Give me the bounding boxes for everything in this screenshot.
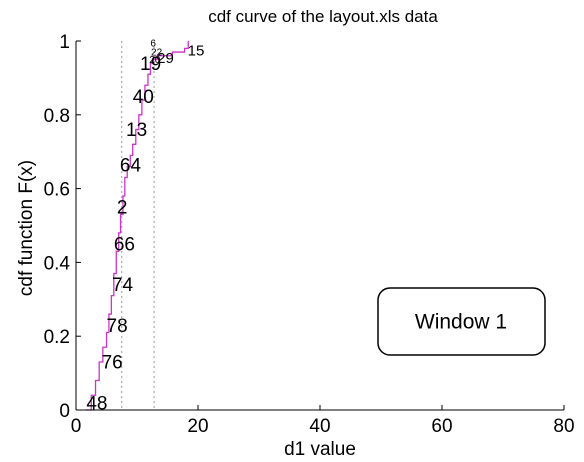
point-label: 78: [107, 316, 128, 337]
reference-lines: [121, 41, 155, 410]
x-axis-label: d1 value: [284, 439, 356, 460]
point-label: 2: [117, 198, 128, 219]
annotation-text: Window 1: [415, 311, 507, 334]
x-tick-label: 40: [309, 416, 330, 437]
point-label: 64: [120, 155, 142, 176]
annotation-box: Window 1: [377, 287, 546, 356]
x-tick-label: 0: [71, 416, 82, 437]
x-tick-label: 60: [431, 416, 452, 437]
y-tick-label: 0.8: [44, 106, 70, 127]
point-label: 48: [86, 393, 107, 414]
y-tick-label: 0.6: [44, 180, 70, 201]
y-ticks: 0 0.2 0.4 0.6 0.8 1: [44, 32, 81, 422]
annotation-frame: [377, 287, 546, 356]
point-label: 22: [151, 48, 163, 59]
point-label: 20: [149, 55, 161, 66]
y-tick-label: 0.4: [44, 253, 71, 274]
y-axis-label: cdf function F(x): [16, 160, 37, 296]
point-label: 74: [112, 275, 134, 296]
x-tick-label: 80: [553, 416, 574, 437]
chart-title: cdf curve of the layout.xls data: [208, 7, 438, 26]
cdf-series: [85, 41, 189, 411]
x-tick-label: 20: [187, 416, 208, 437]
point-label: 29: [157, 50, 174, 67]
y-tick-label: 1: [59, 32, 70, 53]
point-label: 40: [133, 87, 154, 108]
point-label: 15: [188, 42, 205, 59]
point-label: 13: [126, 120, 147, 141]
point-label: 76: [102, 353, 123, 374]
point-label: 6: [150, 38, 156, 49]
x-ticks: 0 20 40 60 80: [71, 405, 575, 437]
y-tick-label: 0.2: [44, 327, 70, 348]
cdf-line: [85, 41, 189, 411]
y-tick-label: 0: [59, 401, 70, 422]
point-label: 66: [114, 235, 135, 256]
point-label: 19: [140, 54, 161, 75]
